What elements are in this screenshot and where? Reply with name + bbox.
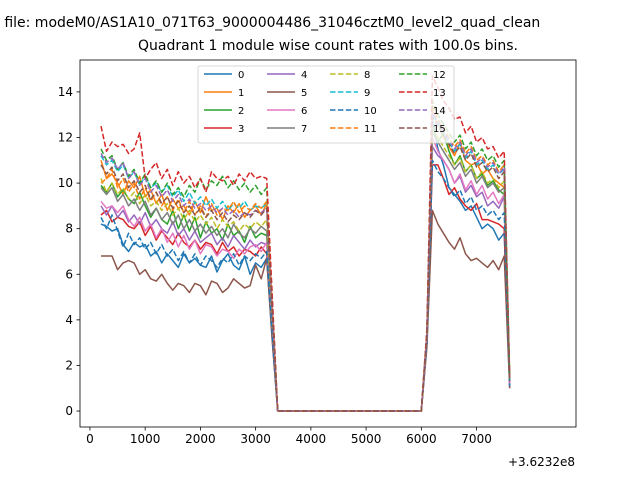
y-tick-label: 12 xyxy=(58,131,73,145)
y-tick-label: 14 xyxy=(58,85,73,99)
legend-label: 9 xyxy=(364,88,370,99)
figure-suptitle: n file: modeM0/AS1A10_071T63_9000004486_… xyxy=(0,15,540,31)
x-tick-label: 4000 xyxy=(296,432,327,446)
legend-item-10: 10 xyxy=(330,106,377,117)
legend-item-9: 9 xyxy=(330,88,370,99)
legend-label: 14 xyxy=(433,106,446,117)
y-tick-label: 8 xyxy=(65,222,73,236)
legend-item-3: 3 xyxy=(204,124,244,135)
legend-label: 8 xyxy=(364,70,370,81)
legend-label: 7 xyxy=(301,124,307,135)
plot-area: 0 1000 2000 3000 4000 5000 6000 700002468101214… xyxy=(58,59,577,446)
y-tick-label: 6 xyxy=(65,267,73,281)
legend-label: 5 xyxy=(301,88,307,99)
legend-frame xyxy=(197,65,455,144)
legend-label: 10 xyxy=(364,106,377,117)
legend-item-1: 1 xyxy=(204,88,244,99)
x-tick-label: 1000 xyxy=(130,432,161,446)
axes-frame xyxy=(79,59,577,428)
legend-item-7: 7 xyxy=(267,124,307,135)
legend-label: 12 xyxy=(433,70,446,81)
legend-label: 2 xyxy=(238,106,244,117)
legend-item-11: 11 xyxy=(330,124,377,135)
x-tick-label: 6000 xyxy=(406,432,437,446)
y-tick-label: 10 xyxy=(58,176,73,190)
legend-label: 4 xyxy=(301,70,307,81)
y-tick-label: 4 xyxy=(65,313,73,327)
legend-item-2: 2 xyxy=(204,106,244,117)
y-tick-label: 2 xyxy=(65,358,73,372)
x-tick-label: 0 xyxy=(86,432,94,446)
legend-label: 3 xyxy=(238,124,244,135)
legend-item-8: 8 xyxy=(330,70,370,81)
legend-label: 0 xyxy=(238,70,244,81)
chart-title: Quadrant 1 module wise count rates with … xyxy=(138,38,518,54)
legend-item-12: 12 xyxy=(399,70,446,81)
legend-item-6: 6 xyxy=(267,106,307,117)
legend-item-14: 14 xyxy=(399,106,446,117)
legend-item-15: 15 xyxy=(399,124,446,135)
x-offset-label: +3.6232e8 xyxy=(508,455,575,469)
x-tick-label: 3000 xyxy=(240,432,271,446)
legend-item-13: 13 xyxy=(399,88,446,99)
legend-label: 15 xyxy=(433,124,446,135)
x-tick-label: 7000 xyxy=(461,432,492,446)
x-tick-label: 5000 xyxy=(351,432,382,446)
legend-item-0: 0 xyxy=(204,70,244,81)
legend-label: 1 xyxy=(238,88,244,99)
x-tick-label: 2000 xyxy=(185,432,216,446)
legend-label: 13 xyxy=(433,88,446,99)
legend-label: 11 xyxy=(364,124,377,135)
legend-item-5: 5 xyxy=(267,88,307,99)
legend-item-4: 4 xyxy=(267,70,307,81)
y-tick-label: 0 xyxy=(65,404,73,418)
legend-label: 6 xyxy=(301,106,307,117)
